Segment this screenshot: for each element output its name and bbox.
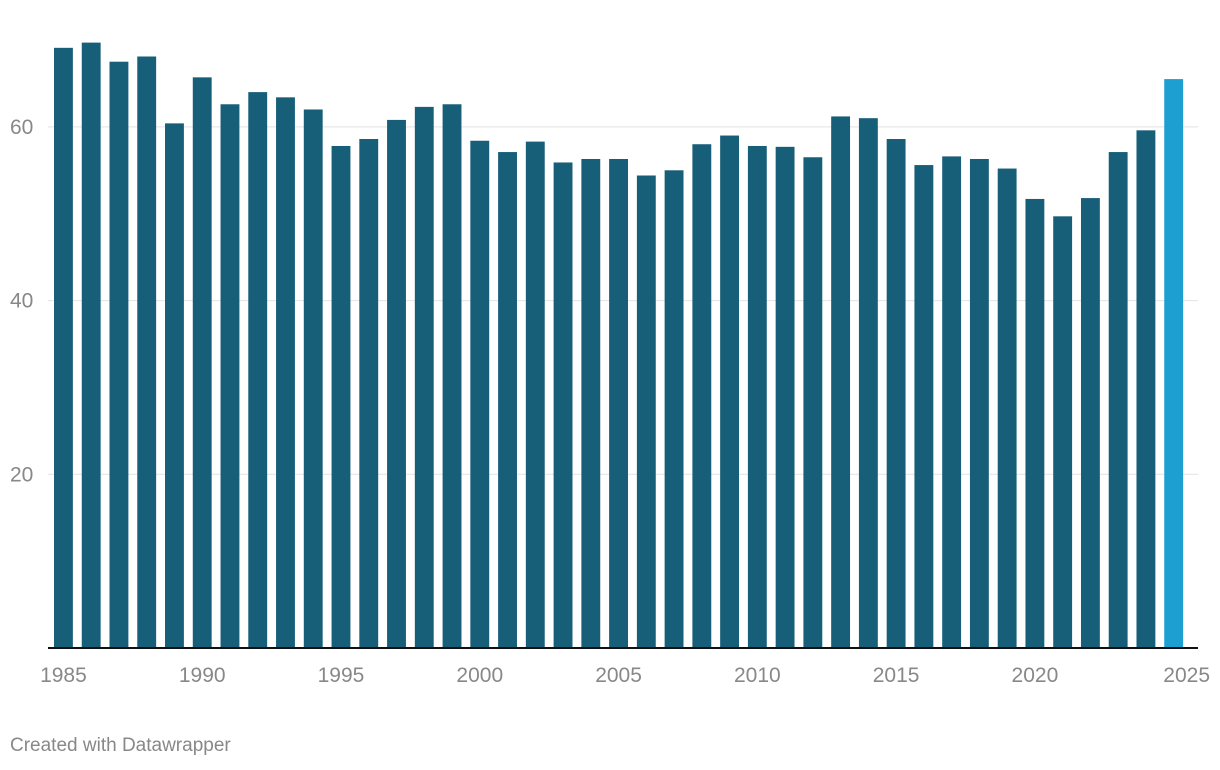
- bar-1999: [442, 104, 462, 648]
- x-tick-label-2000: 2000: [456, 664, 503, 687]
- x-tick-label-1990: 1990: [179, 664, 226, 687]
- bar-2009: [720, 135, 740, 649]
- bar-2000: [470, 140, 490, 648]
- bar-1986: [81, 42, 101, 649]
- bar-1995: [331, 145, 351, 648]
- bar-1988: [137, 56, 157, 648]
- bar-2003: [553, 162, 573, 648]
- bar-2007: [664, 170, 684, 649]
- bar-1996: [359, 139, 379, 648]
- x-tick-label-2025: 2025: [1163, 664, 1210, 687]
- bar-2008: [692, 144, 712, 649]
- bar-1997: [387, 119, 406, 648]
- bar-2022: [1080, 198, 1100, 648]
- x-tick-label-2015: 2015: [873, 664, 920, 687]
- bar-2013: [831, 116, 851, 649]
- y-tick-label-40: 40: [10, 290, 33, 313]
- bar-1998: [414, 106, 434, 648]
- bar-2002: [525, 141, 545, 648]
- chart-container: 20 40 60 1985 1990 1995 2000 2005 2010 2015 2020 20…: [10, 42, 1210, 687]
- bar-chart: 20 40 60 1985 1990 1995 2000 2005 2010 2015 2020 20…: [10, 42, 1210, 687]
- bar-2019: [997, 168, 1017, 649]
- bar-1993: [276, 97, 295, 648]
- bar-2014: [858, 118, 878, 649]
- bar-2018: [969, 158, 989, 649]
- bar-1990: [192, 77, 212, 649]
- bar-2021: [1053, 216, 1073, 648]
- x-tick-label-2010: 2010: [734, 664, 781, 687]
- y-tick-label-60: 60: [10, 116, 33, 139]
- footer-credit: Created with Datawrapper: [10, 735, 231, 756]
- bar-2005: [609, 158, 628, 649]
- bar-1991: [220, 104, 240, 648]
- bar-2015: [886, 139, 906, 648]
- x-tick-label-2020: 2020: [1012, 664, 1059, 687]
- bar-2006: [636, 175, 656, 648]
- bar-1989: [165, 123, 184, 648]
- bar-2001: [498, 152, 517, 649]
- x-tick-label-2005: 2005: [595, 664, 642, 687]
- x-tick-label-1995: 1995: [318, 664, 365, 687]
- bar-2023: [1108, 152, 1128, 649]
- bar-2025: [1164, 79, 1184, 649]
- bar-2010: [747, 145, 767, 648]
- bar-2016: [914, 165, 934, 648]
- x-tick-label-1985: 1985: [40, 664, 87, 687]
- bar-2012: [803, 157, 823, 648]
- bar-1992: [248, 92, 268, 649]
- bar-2020: [1025, 198, 1045, 648]
- bar-2011: [775, 146, 795, 648]
- bar-2004: [581, 158, 601, 649]
- bar-2024: [1136, 130, 1156, 648]
- bar-2017: [942, 156, 962, 648]
- y-tick-label-20: 20: [10, 463, 33, 486]
- bar-1985: [54, 47, 73, 648]
- bar-1994: [303, 109, 323, 649]
- bar-1987: [109, 61, 129, 648]
